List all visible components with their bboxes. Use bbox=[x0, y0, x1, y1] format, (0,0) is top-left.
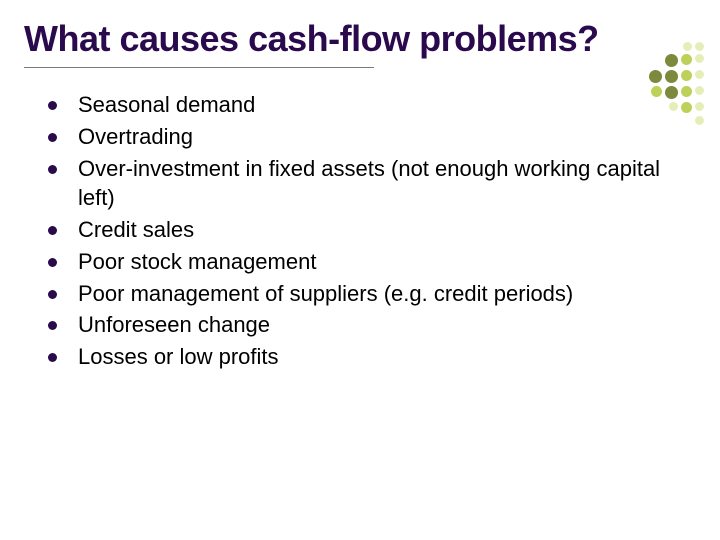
decorative-dot bbox=[695, 116, 704, 125]
decorative-dot bbox=[669, 102, 678, 111]
slide: What causes cash-flow problems? Seasonal… bbox=[0, 0, 720, 540]
dot-row bbox=[649, 42, 704, 51]
decorative-dot bbox=[681, 102, 692, 113]
decorative-dot bbox=[665, 70, 678, 83]
list-item: Over-investment in fixed assets (not eno… bbox=[48, 154, 696, 213]
decorative-dot bbox=[695, 42, 704, 51]
decorative-dot bbox=[649, 70, 662, 83]
dot-row bbox=[649, 102, 704, 113]
decorative-dot bbox=[665, 86, 678, 99]
list-item: Seasonal demand bbox=[48, 90, 696, 120]
list-item-text: Over-investment in fixed assets (not eno… bbox=[78, 156, 660, 211]
decorative-dot bbox=[681, 70, 692, 81]
list-item-text: Unforeseen change bbox=[78, 312, 270, 337]
decorative-dot bbox=[695, 86, 704, 95]
decorative-dot bbox=[695, 54, 704, 63]
dot-row bbox=[649, 86, 704, 99]
list-item-text: Seasonal demand bbox=[78, 92, 255, 117]
list-item: Poor management of suppliers (e.g. credi… bbox=[48, 279, 696, 309]
decorative-dots bbox=[649, 42, 704, 125]
list-item-text: Poor management of suppliers (e.g. credi… bbox=[78, 281, 573, 306]
list-item: Overtrading bbox=[48, 122, 696, 152]
title-divider bbox=[24, 67, 374, 68]
bullet-list: Seasonal demand Overtrading Over-investm… bbox=[24, 90, 696, 371]
list-item: Losses or low profits bbox=[48, 342, 696, 372]
decorative-dot bbox=[651, 86, 662, 97]
dot-row bbox=[649, 70, 704, 83]
list-item: Credit sales bbox=[48, 215, 696, 245]
dot-row bbox=[649, 116, 704, 125]
list-item-text: Credit sales bbox=[78, 217, 194, 242]
list-item: Poor stock management bbox=[48, 247, 696, 277]
decorative-dot bbox=[665, 54, 678, 67]
list-item-text: Losses or low profits bbox=[78, 344, 279, 369]
list-item: Unforeseen change bbox=[48, 310, 696, 340]
decorative-dot bbox=[683, 42, 692, 51]
decorative-dot bbox=[681, 54, 692, 65]
decorative-dot bbox=[681, 86, 692, 97]
list-item-text: Overtrading bbox=[78, 124, 193, 149]
list-item-text: Poor stock management bbox=[78, 249, 316, 274]
decorative-dot bbox=[695, 102, 704, 111]
slide-title: What causes cash-flow problems? bbox=[24, 18, 696, 59]
dot-row bbox=[649, 54, 704, 67]
decorative-dot bbox=[695, 70, 704, 79]
